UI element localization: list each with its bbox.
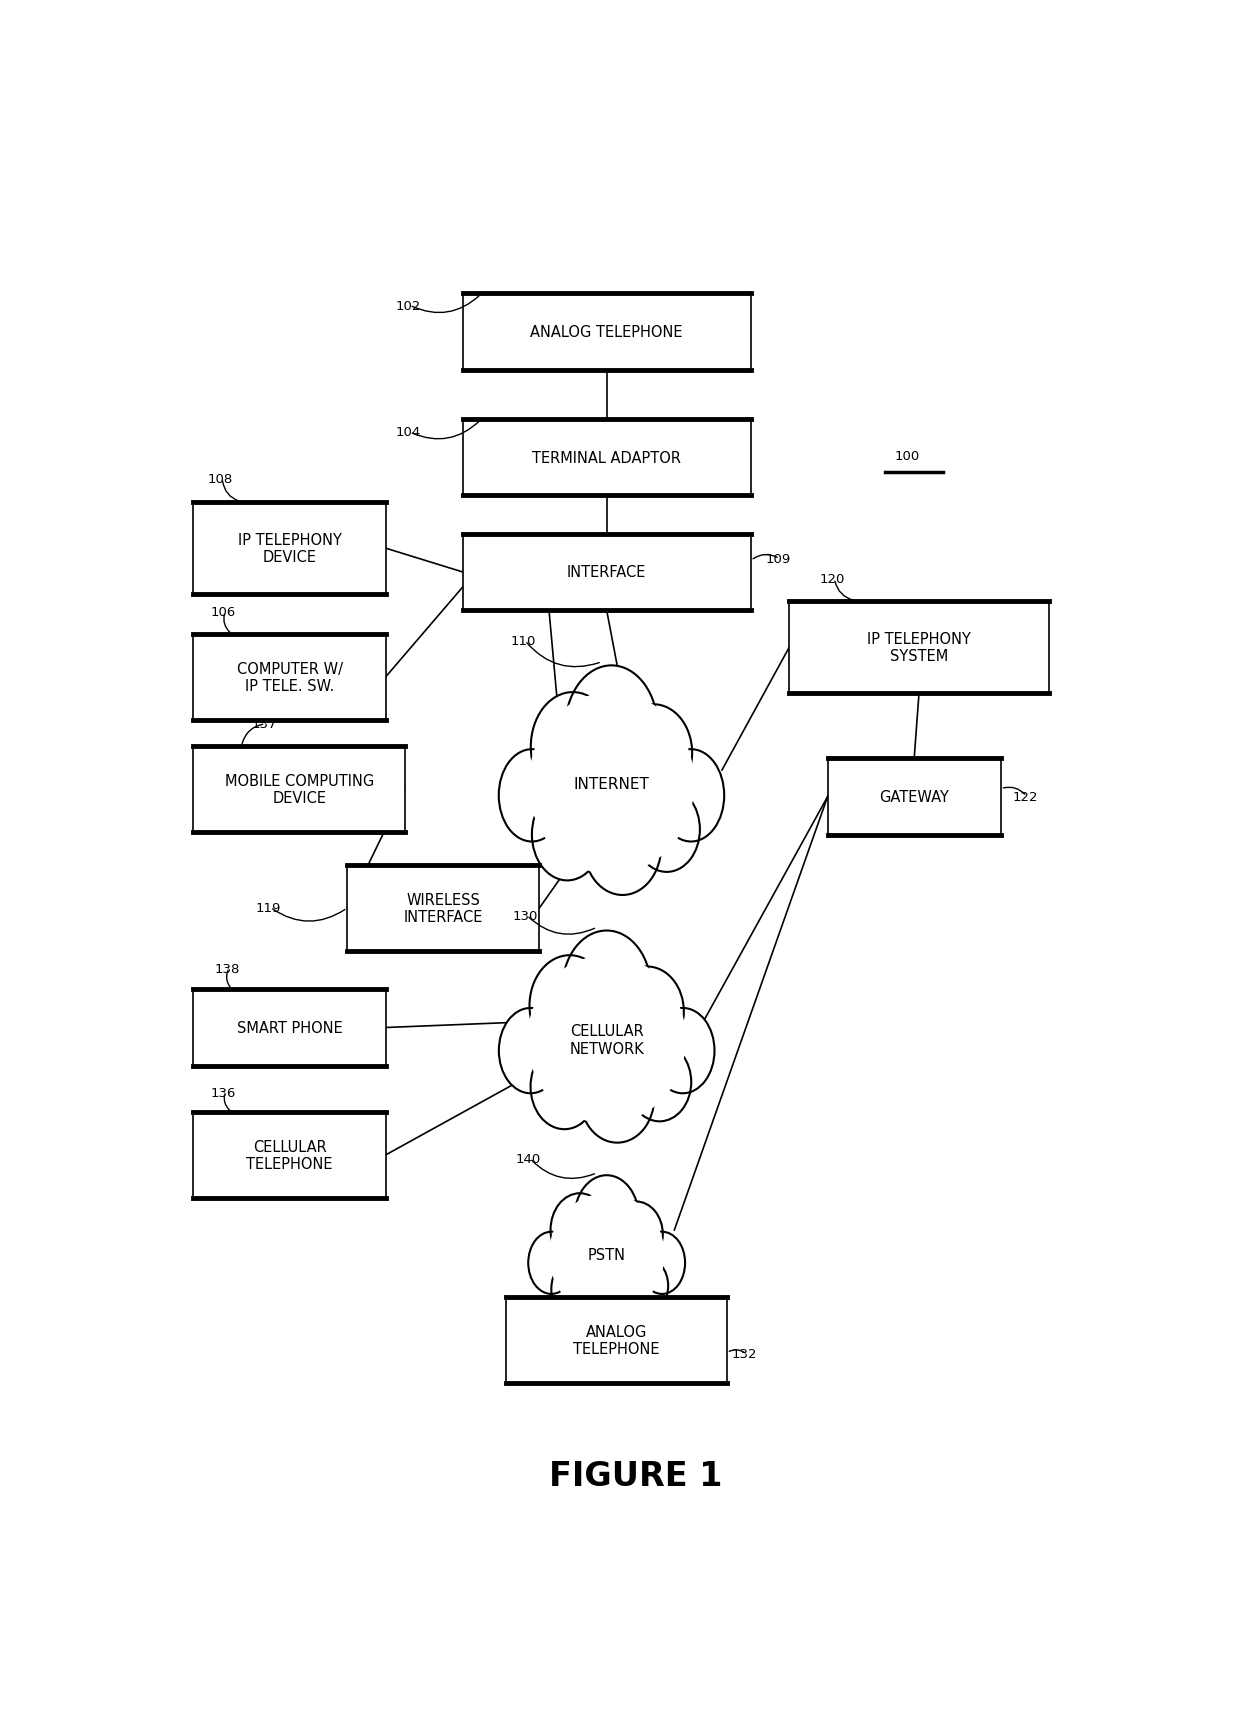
Ellipse shape <box>588 1265 641 1330</box>
Text: 119: 119 <box>255 902 281 914</box>
Bar <box>193 634 386 720</box>
Text: ANALOG
TELEPHONE: ANALOG TELEPHONE <box>573 1323 660 1356</box>
Text: TERMINAL ADAPTOR: TERMINAL ADAPTOR <box>532 451 681 464</box>
Bar <box>193 747 404 833</box>
Text: 120: 120 <box>820 572 846 586</box>
Text: ANALOG TELEPHONE: ANALOG TELEPHONE <box>531 326 683 339</box>
Ellipse shape <box>651 1008 714 1094</box>
Text: 100: 100 <box>895 451 920 463</box>
Bar <box>193 989 386 1066</box>
Text: 104: 104 <box>396 427 420 439</box>
Text: 136: 136 <box>211 1087 236 1099</box>
Text: 108: 108 <box>208 473 233 485</box>
Ellipse shape <box>609 1202 663 1267</box>
Text: 122: 122 <box>1012 790 1038 804</box>
Ellipse shape <box>531 692 615 802</box>
Text: INTERFACE: INTERFACE <box>567 566 646 579</box>
Text: FIGURE 1: FIGURE 1 <box>549 1459 722 1491</box>
Ellipse shape <box>551 1193 609 1267</box>
Bar <box>789 602 1049 694</box>
Ellipse shape <box>634 787 699 872</box>
Text: GATEWAY: GATEWAY <box>879 790 949 804</box>
Text: 138: 138 <box>215 962 241 975</box>
Ellipse shape <box>549 1193 665 1316</box>
Ellipse shape <box>532 788 603 881</box>
Ellipse shape <box>562 931 651 1047</box>
Ellipse shape <box>528 692 694 874</box>
Text: INTERNET: INTERNET <box>574 776 650 792</box>
Ellipse shape <box>574 1176 639 1260</box>
Text: 109: 109 <box>765 554 790 566</box>
Text: CELLULAR
NETWORK: CELLULAR NETWORK <box>569 1023 644 1056</box>
Bar <box>463 420 750 495</box>
Bar <box>193 502 386 595</box>
Ellipse shape <box>498 749 565 842</box>
Text: 110: 110 <box>511 634 536 648</box>
Bar <box>506 1297 727 1383</box>
Ellipse shape <box>527 956 686 1124</box>
Ellipse shape <box>580 1052 655 1143</box>
Bar <box>463 535 750 610</box>
Ellipse shape <box>639 1232 684 1294</box>
Text: CELLULAR
TELEPHONE: CELLULAR TELEPHONE <box>247 1140 332 1171</box>
Ellipse shape <box>615 704 692 802</box>
Text: MOBILE COMPUTING
DEVICE: MOBILE COMPUTING DEVICE <box>224 773 373 806</box>
Ellipse shape <box>622 1258 668 1315</box>
Text: 102: 102 <box>396 300 420 312</box>
Ellipse shape <box>610 967 683 1056</box>
Text: 137: 137 <box>250 718 277 730</box>
Text: 132: 132 <box>732 1347 758 1361</box>
Text: IP TELEPHONY
SYSTEM: IP TELEPHONY SYSTEM <box>867 632 971 663</box>
Text: 140: 140 <box>516 1152 541 1166</box>
Bar <box>347 866 539 951</box>
Text: 106: 106 <box>211 605 236 619</box>
Text: IP TELEPHONY
DEVICE: IP TELEPHONY DEVICE <box>238 533 341 566</box>
Bar <box>828 759 1001 835</box>
Ellipse shape <box>658 749 724 842</box>
Text: COMPUTER W/
IP TELE. SW.: COMPUTER W/ IP TELE. SW. <box>237 662 342 694</box>
Ellipse shape <box>565 667 658 792</box>
Ellipse shape <box>552 1258 600 1320</box>
Ellipse shape <box>627 1044 691 1121</box>
Text: WIRELESS
INTERFACE: WIRELESS INTERFACE <box>403 893 484 924</box>
Ellipse shape <box>584 799 661 895</box>
Text: 130: 130 <box>512 908 538 922</box>
Ellipse shape <box>498 1008 562 1094</box>
Text: SMART PHONE: SMART PHONE <box>237 1020 342 1035</box>
Ellipse shape <box>528 1232 574 1294</box>
Text: PSTN: PSTN <box>588 1248 626 1263</box>
Bar <box>463 295 750 370</box>
Ellipse shape <box>531 1044 598 1130</box>
Bar <box>193 1112 386 1198</box>
Ellipse shape <box>529 956 610 1056</box>
